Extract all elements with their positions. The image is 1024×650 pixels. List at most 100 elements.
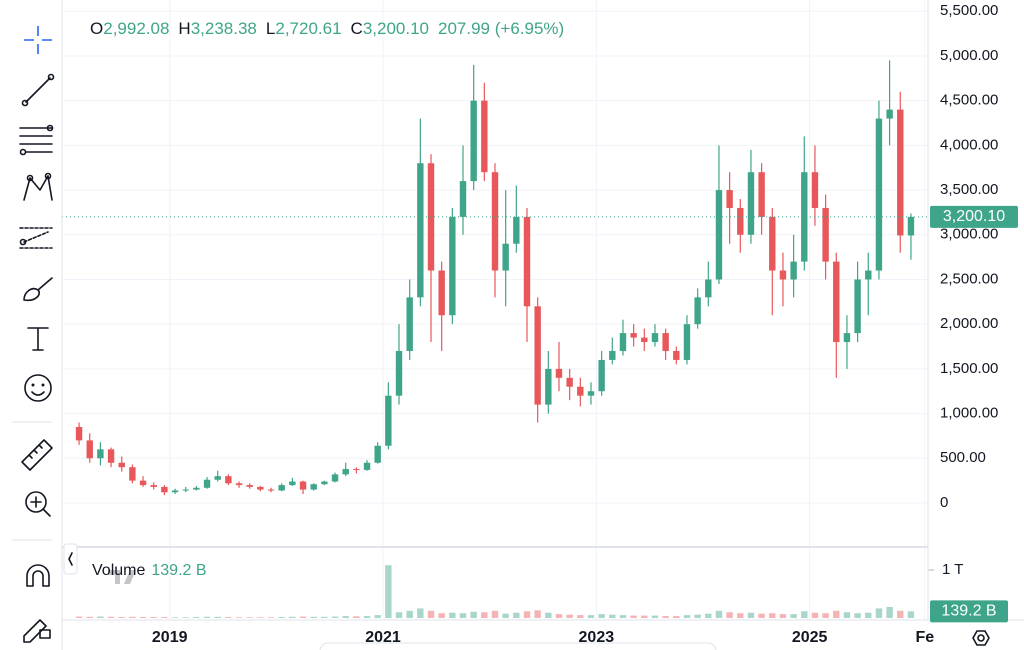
legend-value: 2,992.08 xyxy=(103,19,170,38)
candle-body xyxy=(758,172,765,217)
candle-body xyxy=(459,181,467,217)
volume-bar xyxy=(193,617,200,618)
candle-body xyxy=(182,489,189,491)
volume-bar xyxy=(385,565,392,618)
volume-bar xyxy=(833,610,840,618)
volume-bar xyxy=(267,617,275,618)
volume-bar xyxy=(374,615,381,618)
x-tick-label: 2021 xyxy=(365,629,401,646)
volume-bar xyxy=(235,617,243,618)
volume-bar xyxy=(289,616,296,618)
candle-body xyxy=(715,190,723,280)
volume-bar xyxy=(513,612,520,618)
volume-bar xyxy=(438,613,445,618)
text-tool[interactable] xyxy=(27,327,49,351)
candle-body xyxy=(673,350,680,360)
volume-bar xyxy=(705,613,712,618)
x-tick-label: 2025 xyxy=(792,629,828,646)
volume-last-label: 139.2 B xyxy=(941,603,996,620)
x-tick-label: Fe xyxy=(915,629,934,646)
y-tick-label: 5,500.00 xyxy=(940,2,998,19)
volume-bar xyxy=(545,612,552,618)
candle-body xyxy=(811,172,819,208)
volume-bar xyxy=(417,608,424,618)
candle-body xyxy=(129,467,136,481)
volume-bar xyxy=(683,615,691,618)
candle-body xyxy=(395,350,403,396)
trend-line-tool[interactable] xyxy=(21,73,55,107)
crosshair-tool[interactable] xyxy=(24,26,52,54)
volume-bar xyxy=(779,614,787,618)
candle-body xyxy=(278,485,285,491)
lock-drawing-tool[interactable] xyxy=(23,619,51,643)
candle-body xyxy=(843,333,851,343)
volume-bar xyxy=(737,613,744,618)
legend-key: L xyxy=(265,19,276,38)
bottom-toolbar xyxy=(319,642,717,650)
x-tick-label: 2023 xyxy=(579,629,615,646)
forecast-tool[interactable] xyxy=(19,227,53,249)
volume-bar xyxy=(363,616,371,618)
y-tick-label: 2,000.00 xyxy=(940,315,998,332)
volume-bar xyxy=(331,616,339,618)
candle-body xyxy=(897,109,904,236)
volume-bar xyxy=(161,617,168,618)
candle-body xyxy=(833,261,840,343)
candle-body xyxy=(321,481,328,485)
volume-bar xyxy=(342,616,349,618)
ohlc-legend: O2,992.08 H3,238.38 L2,720.61 C3,200.10 207.… xyxy=(90,19,573,39)
candle-body xyxy=(726,190,733,208)
candle-body xyxy=(257,486,264,490)
y-tick-label: 0 xyxy=(940,494,948,511)
candle-body xyxy=(86,440,93,459)
y-tick-label: 4,000.00 xyxy=(940,136,998,153)
volume-tick-label: 1 T xyxy=(942,561,963,578)
candle-body xyxy=(790,261,797,280)
volume-bar xyxy=(470,611,477,618)
candle-body xyxy=(534,306,541,405)
candle-body xyxy=(427,163,435,271)
emoji-tool[interactable] xyxy=(24,374,52,402)
candle-body xyxy=(662,333,669,351)
candle-body xyxy=(577,386,584,396)
pattern-tool[interactable] xyxy=(23,172,53,201)
volume-bar xyxy=(353,616,360,618)
candle-body xyxy=(641,337,648,343)
volume-bar xyxy=(203,616,211,618)
candle-body xyxy=(470,100,477,182)
candle-body xyxy=(555,368,563,378)
ruler-tool[interactable] xyxy=(21,439,53,471)
volume-bar xyxy=(769,613,776,618)
fib-tool[interactable] xyxy=(19,124,54,156)
volume-bar xyxy=(278,617,285,618)
candle-body xyxy=(491,172,499,271)
candle-body xyxy=(406,297,413,351)
zoom-tool[interactable] xyxy=(25,491,51,517)
volume-bar xyxy=(321,616,328,618)
volume-bar xyxy=(630,615,637,618)
volume-bar xyxy=(534,610,541,618)
volume-bar xyxy=(150,617,157,618)
y-tick-label: 1,500.00 xyxy=(940,360,998,377)
magnet-tool[interactable] xyxy=(26,564,50,587)
candle-body xyxy=(150,485,157,487)
candle-body xyxy=(801,172,808,262)
collapse-icon xyxy=(68,552,73,566)
settings-button[interactable] xyxy=(972,630,990,646)
y-tick-label: 2,500.00 xyxy=(940,270,998,287)
collapse-tab[interactable] xyxy=(63,543,78,575)
volume-bar xyxy=(641,615,648,618)
volume-bar xyxy=(406,610,413,618)
volume-bar xyxy=(598,614,605,618)
brush-tool[interactable] xyxy=(23,277,53,302)
last-price-box xyxy=(930,205,1018,228)
volume-bar xyxy=(843,612,851,618)
volume-bar xyxy=(715,610,723,618)
candle-body xyxy=(545,368,552,405)
volume-bar xyxy=(662,616,669,618)
candle-body xyxy=(587,391,595,396)
volume-legend: Volume 139.2 B xyxy=(92,562,207,580)
volume-bar xyxy=(907,611,915,618)
